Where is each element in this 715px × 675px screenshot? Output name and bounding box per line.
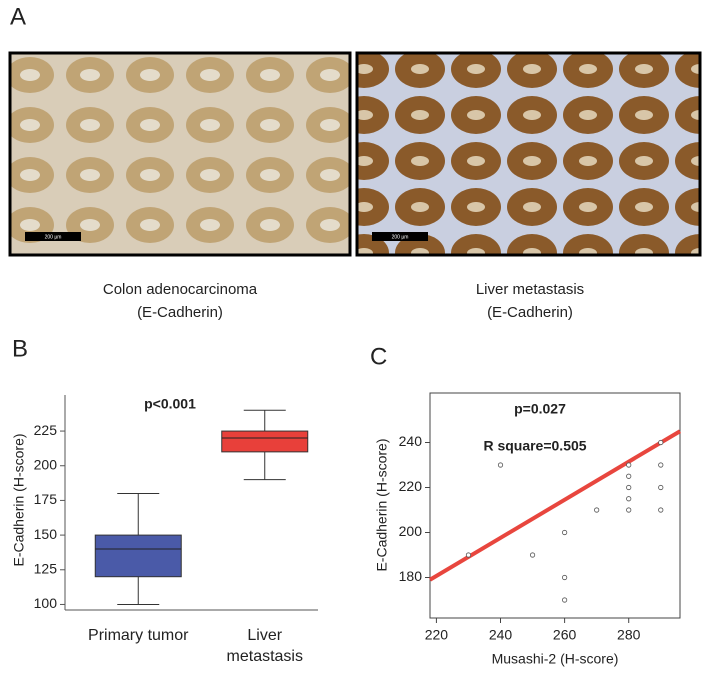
y-tick-label: 200 [399,523,423,539]
y-tick-label: 240 [399,433,423,449]
caption: (E-Cadherin) [487,304,573,321]
point [658,507,664,513]
point [626,462,632,468]
plot-frame [429,392,681,619]
panel-label: A [10,3,26,30]
point [626,507,632,513]
x-tick-label: 260 [553,627,577,643]
point [529,552,536,558]
point [658,439,664,446]
annotation: p<0.001 [144,396,196,412]
x-tick-label: 220 [425,627,449,643]
point [562,529,568,536]
panel-label: B [12,335,28,362]
point [626,496,632,502]
scale-bar-label: 200 µm [45,234,62,240]
point [626,473,632,479]
annotation: R square=0.505 [483,438,586,454]
y-tick-label: 125 [34,560,58,576]
point [658,462,664,468]
annotation: p=0.027 [514,401,566,417]
caption: (E-Cadherin) [137,304,223,321]
y-tick-label: 200 [34,456,58,472]
x-tick-label: Liver metastasis [226,627,303,665]
box [94,534,182,578]
box [221,430,309,453]
x-tick-label: 280 [617,627,641,643]
x-axis-label: Musashi-2 (H-score) [492,651,619,667]
y-tick-label: 175 [34,491,58,507]
micrograph [355,51,702,257]
caption: Colon adenocarcinoma [103,281,258,298]
scale-bar [25,232,81,241]
point [658,484,664,491]
scale-bar-label: 200 µm [392,234,409,240]
point [594,507,600,513]
micrograph [8,51,352,257]
y-tick-label: 150 [34,526,58,542]
point [562,574,568,581]
y-tick-label: 225 [34,422,58,438]
x-tick-label: Primary tumor [88,627,189,644]
y-axis-label: E-Cadherin (H-score) [374,438,390,571]
x-tick-label: 240 [489,627,513,643]
point [562,597,568,603]
trend-line [428,429,682,582]
caption: Liver metastasis [476,281,584,298]
y-tick-label: 220 [399,478,423,494]
y-axis-label: E-Cadherin (H-score) [11,433,27,566]
point [497,462,504,468]
point [626,484,632,491]
y-tick-label: 180 [399,568,423,584]
point [465,552,472,558]
scale-bar [372,232,428,241]
panel-label: C [370,343,387,370]
y-tick-label: 100 [34,595,58,611]
